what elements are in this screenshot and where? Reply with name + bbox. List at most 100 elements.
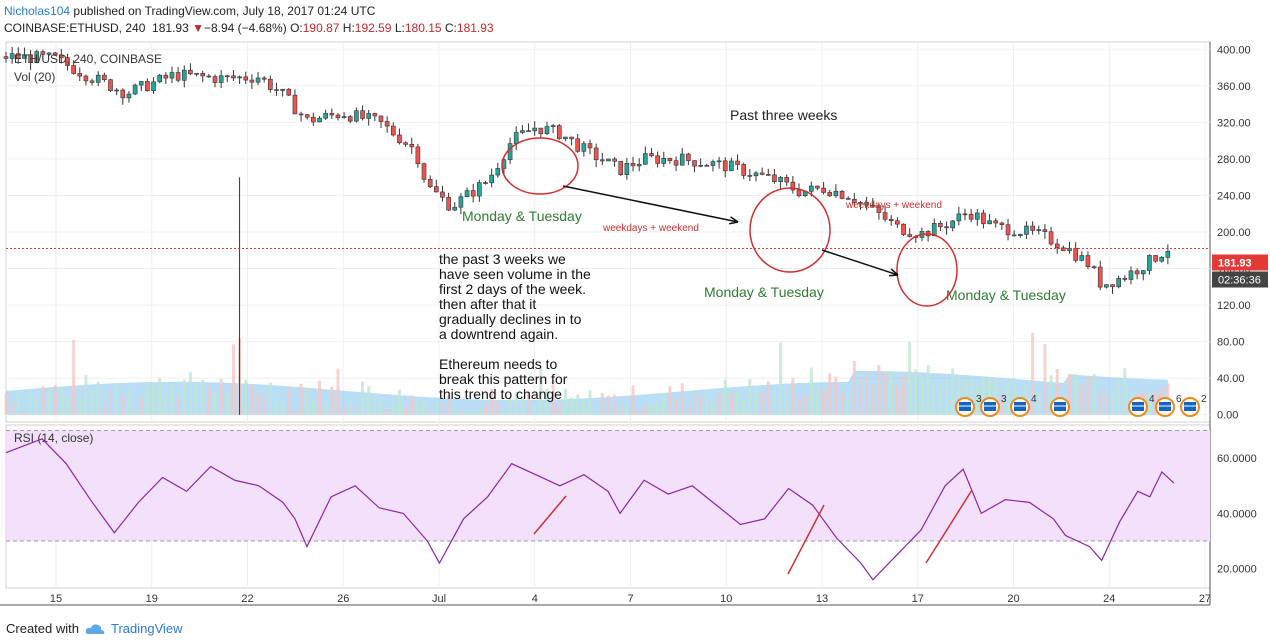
event-count: 3 xyxy=(1001,394,1007,405)
candle-body xyxy=(618,160,624,175)
volume-bar xyxy=(520,396,524,415)
candle-body xyxy=(593,147,599,161)
candle-body xyxy=(827,192,833,197)
y-tick-label: 400.00 xyxy=(1217,44,1251,56)
candle-body xyxy=(440,191,445,198)
y-tick-label: 200.00 xyxy=(1217,227,1251,239)
volume-bar xyxy=(889,371,893,415)
x-tick-label: 22 xyxy=(241,593,253,605)
volume-bar xyxy=(274,398,278,415)
candle-body xyxy=(532,127,537,132)
x-tick-label: 24 xyxy=(1103,593,1115,605)
volume-bar xyxy=(96,382,100,415)
candle-body xyxy=(667,158,673,161)
volume-bar xyxy=(1006,382,1010,415)
volume-bar xyxy=(139,397,143,415)
candle-body xyxy=(722,160,728,172)
candle-body xyxy=(1091,266,1097,269)
candle-body xyxy=(415,146,421,165)
volume-bar xyxy=(145,385,149,415)
candle-body xyxy=(716,160,722,163)
open-value: 190.87 xyxy=(302,21,340,35)
volume-bar xyxy=(385,408,389,415)
volume-bar xyxy=(72,339,76,415)
volume-bar xyxy=(1012,378,1016,415)
volume-bar xyxy=(1000,394,1004,415)
volume-bar xyxy=(785,386,789,415)
candle-body xyxy=(46,52,52,55)
volume-bar xyxy=(158,377,162,415)
candle-body xyxy=(286,88,292,96)
volume-bar xyxy=(686,404,690,415)
candle-body xyxy=(556,125,562,139)
rsi-tick-label: 60.0000 xyxy=(1217,453,1257,465)
author-link[interactable]: Nicholas104 xyxy=(4,4,71,18)
event-count: 2 xyxy=(1201,394,1207,405)
volume-bar xyxy=(1074,373,1078,415)
candle-body xyxy=(673,160,679,166)
volume-bar xyxy=(988,377,992,415)
candle-body xyxy=(901,223,906,235)
candle-body xyxy=(661,158,667,164)
volume-bar xyxy=(422,400,426,415)
candle-body xyxy=(452,206,458,211)
volume-bar xyxy=(582,401,586,415)
candle-body xyxy=(249,79,255,83)
volume-bar xyxy=(588,390,592,415)
volume-bar xyxy=(170,385,174,415)
x-tick-label: 20 xyxy=(1007,593,1019,605)
volume-bar xyxy=(201,380,205,415)
candle-body xyxy=(1011,234,1017,237)
candle-body xyxy=(655,155,660,164)
volume-bar xyxy=(797,397,801,415)
candle-body xyxy=(65,57,70,66)
volume-bar xyxy=(533,402,537,415)
candle-body xyxy=(1073,247,1078,261)
volume-bar xyxy=(391,404,395,415)
volume-bar xyxy=(619,407,623,415)
candle-body xyxy=(1147,255,1152,271)
candle-body xyxy=(1030,225,1035,231)
volume-bar xyxy=(951,368,955,415)
volume-bar xyxy=(920,376,924,415)
volume-bar xyxy=(570,397,574,415)
candle-body xyxy=(563,136,568,139)
volume-bar xyxy=(779,342,783,415)
candle-body xyxy=(729,160,734,172)
volume-bar xyxy=(440,404,444,415)
x-tick-label: 10 xyxy=(720,593,732,605)
volume-bar xyxy=(262,395,266,415)
monday-tuesday-label: Monday & Tuesday xyxy=(704,284,824,300)
candle-body xyxy=(1159,256,1165,262)
volume-bar xyxy=(877,364,881,415)
volume-bar xyxy=(115,384,119,415)
candle-body xyxy=(1036,229,1042,231)
candle-body xyxy=(772,174,777,182)
volume-bar xyxy=(164,394,168,415)
candle-body xyxy=(157,74,162,83)
candle-body xyxy=(347,116,353,122)
candle-body xyxy=(132,84,138,95)
volume-bar xyxy=(932,382,936,415)
volume-bar xyxy=(311,401,315,415)
tradingview-link[interactable]: TradingView xyxy=(110,621,183,636)
volume-bar xyxy=(195,386,199,415)
volume-bar xyxy=(754,387,758,415)
candle-body xyxy=(434,186,439,193)
candle-body xyxy=(169,72,175,79)
note-text: then after that it xyxy=(439,296,536,312)
volume-bar xyxy=(1147,392,1151,415)
volume-bar xyxy=(1068,373,1072,415)
volume-bar xyxy=(502,411,506,415)
symbol-label: COINBASE:ETHUSD, 240 xyxy=(4,21,146,35)
candle-body xyxy=(280,88,285,91)
candle-body xyxy=(974,212,980,220)
candle-body xyxy=(175,72,181,81)
candle-body xyxy=(40,51,46,55)
candle-body xyxy=(962,213,968,216)
ohlc-line: COINBASE:ETHUSD, 240 181.93 ▼−8.94 (−4.6… xyxy=(4,21,494,35)
volume-bar xyxy=(152,381,156,415)
volume-bar xyxy=(244,379,248,415)
volume-bar xyxy=(1123,368,1127,415)
